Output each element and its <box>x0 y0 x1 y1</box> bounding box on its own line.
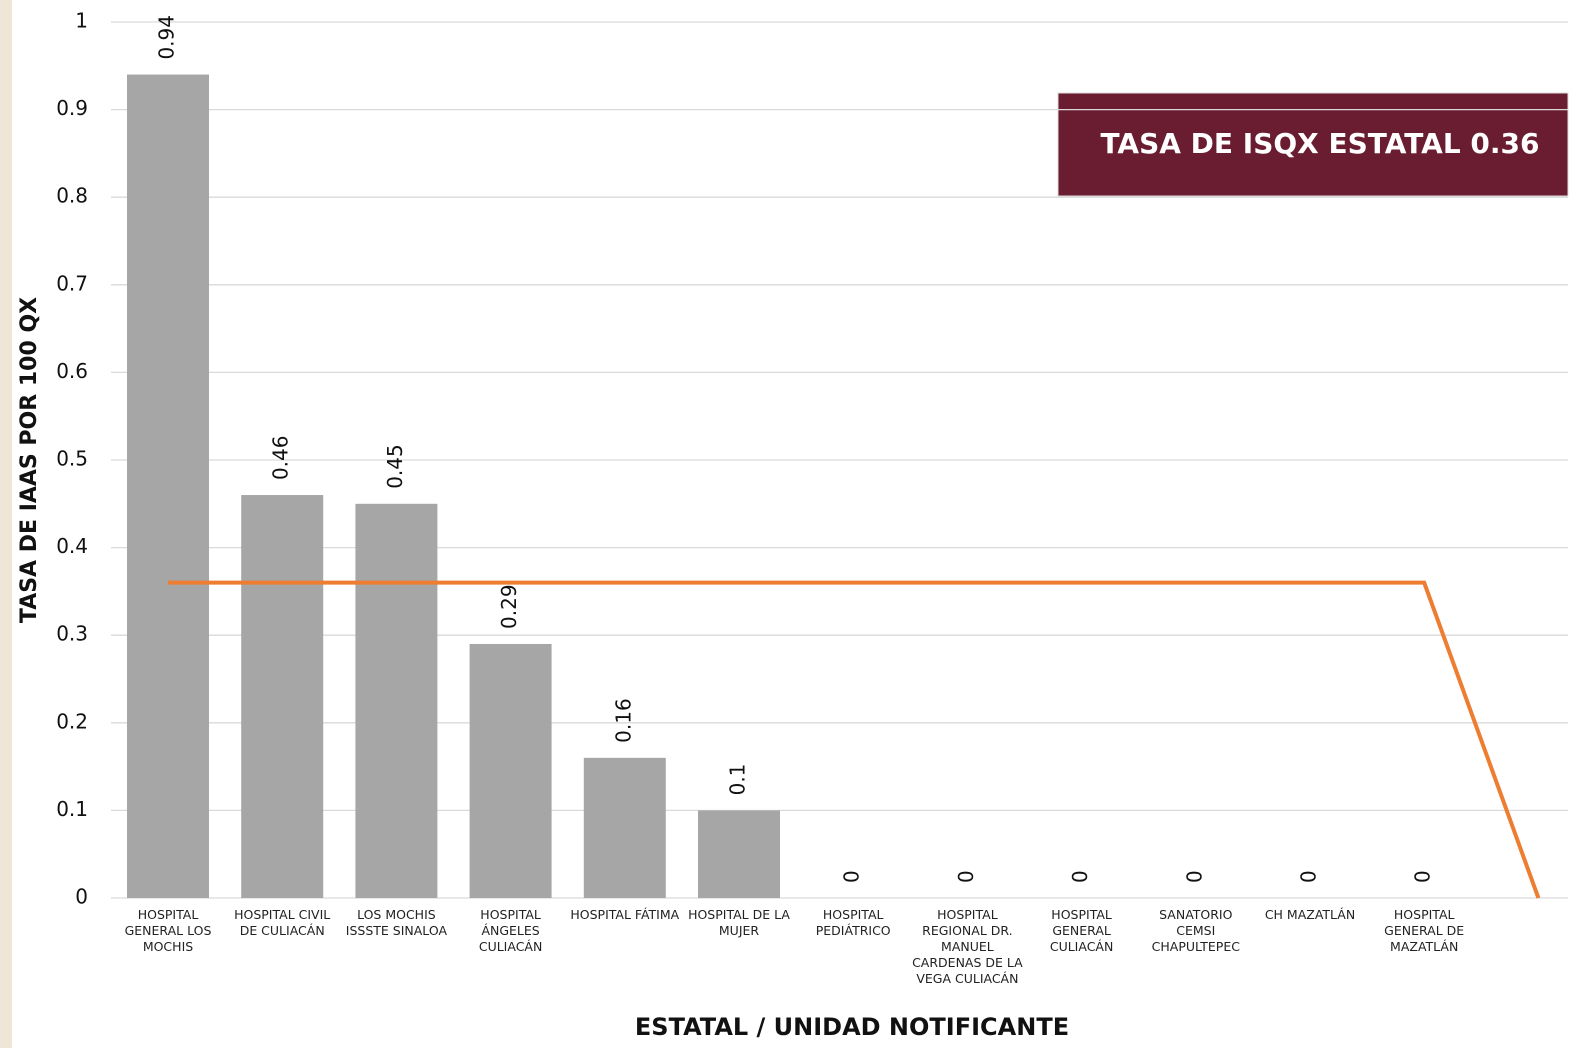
x-tick-label: HOSPITAL GENERAL CULIACÁN <box>1049 907 1114 954</box>
y-tick-label: 0.4 <box>56 534 88 558</box>
x-tick-label: HOSPITAL ÁNGELES CULIACÁN <box>478 907 543 954</box>
data-label: 0 <box>840 870 864 883</box>
data-label: 0.1 <box>726 764 750 796</box>
data-label: 0 <box>1411 870 1435 883</box>
x-tick-label: LOS MOCHIS ISSSTE SINALOA <box>345 907 447 938</box>
x-tick-label: HOSPITAL REGIONAL DR. MANUEL CARDENAS DE… <box>912 907 1023 986</box>
data-label: 0.46 <box>269 436 293 481</box>
data-label: 0 <box>1297 870 1321 883</box>
y-tick-label: 0.9 <box>56 96 88 120</box>
y-tick-label: 0.3 <box>56 622 88 646</box>
bar <box>241 495 324 898</box>
side-strip <box>0 0 12 1048</box>
x-tick-label: HOSPITAL FÁTIMA <box>570 907 680 922</box>
bar <box>469 643 552 898</box>
y-axis-title: TASA DE IAAS POR 100 QX <box>17 297 42 623</box>
x-tick-label: CH MAZATLÁN <box>1264 907 1356 922</box>
bar <box>698 810 780 898</box>
bar <box>583 757 666 898</box>
bar <box>355 503 438 898</box>
y-tick-label: 0 <box>75 885 88 909</box>
y-tick-label: 0.7 <box>56 271 88 295</box>
y-tick-label: 0.5 <box>56 447 88 471</box>
x-axis-title: ESTATAL / UNIDAD NOTIFICANTE <box>635 1013 1069 1041</box>
x-tick-label: HOSPITAL GENERAL DE MAZATLÁN <box>1384 907 1465 954</box>
line <box>168 580 1541 899</box>
data-label: 0 <box>1182 870 1206 883</box>
y-tick-label: 0.2 <box>56 709 88 733</box>
x-tick-label: HOSPITAL GENERAL LOS MOCHIS <box>124 907 212 954</box>
data-label: 0.29 <box>497 584 521 629</box>
data-label: 0.94 <box>155 15 179 60</box>
x-tick-label: SANATORIO CEMSI CHAPULTEPEC <box>1151 907 1240 954</box>
data-label: 0.45 <box>383 444 407 489</box>
y-tick-label: 0.6 <box>56 359 88 383</box>
x-tick-label: HOSPITAL CIVIL DE CULIACÁN <box>234 907 331 938</box>
x-tick-label: HOSPITAL DE LA MUJER <box>688 907 790 938</box>
bar <box>127 74 209 898</box>
data-label: 0 <box>954 870 978 883</box>
x-tick-label: HOSPITAL PEDIÁTRICO <box>815 907 891 938</box>
y-tick-label: 0.8 <box>56 184 88 208</box>
annotation: TASA DE ISQX ESTATAL 0.36 <box>1100 127 1539 160</box>
y-tick-label: 1 <box>75 9 88 33</box>
data-label: 0.16 <box>611 698 635 743</box>
data-label: 0 <box>1068 870 1092 883</box>
y-tick-label: 0.1 <box>56 797 88 821</box>
